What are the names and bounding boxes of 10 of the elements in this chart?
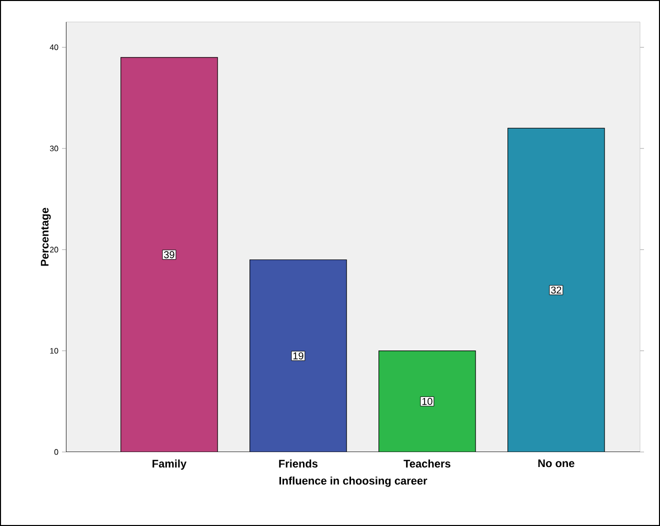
y-axis-title: Percentage [40, 208, 51, 266]
x-tick-label: Family [152, 460, 186, 470]
x-tick-label: No one [538, 460, 574, 468]
x-axis-title: Influence in choosing career [279, 476, 428, 487]
data-label: 39 [164, 251, 174, 258]
x-tick-label: Teachers [404, 460, 450, 468]
data-label: 32 [551, 286, 562, 294]
data-label: 19 [293, 352, 304, 360]
x-tick-label: Friends [279, 460, 318, 468]
data-label: 10 [422, 398, 432, 405]
